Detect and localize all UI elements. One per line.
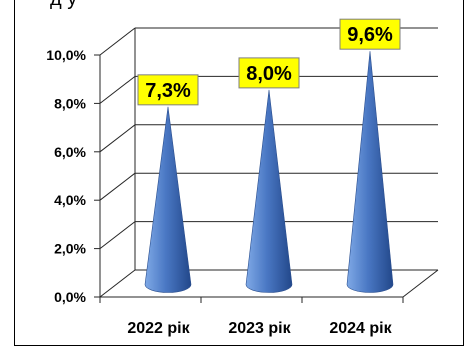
y-axis-tick-labels: 0,0% 2,0% 4,0% 6,0% 8,0% 10,0%	[46, 47, 86, 305]
gridline-diagonal	[99, 172, 136, 201]
gridline-diagonal	[99, 124, 136, 153]
cone-body	[144, 106, 192, 293]
data-label: 8,0%	[238, 57, 300, 89]
cone-body	[245, 89, 293, 293]
data-label-text: 8,0%	[246, 63, 292, 85]
data-label-text: 9,6%	[347, 24, 393, 46]
cone-bar	[245, 89, 293, 293]
data-label-box	[238, 57, 300, 89]
floor-edge	[402, 269, 439, 298]
cone-bar	[346, 51, 394, 293]
y-tick-label: 2,0%	[54, 241, 86, 257]
x-axis-tick-labels: 2022 рік 2023 рік 2024 рік	[127, 320, 392, 337]
axes	[94, 28, 439, 303]
gridline-diagonal	[99, 269, 136, 298]
data-label-box	[339, 18, 401, 50]
x-tick-label: 2023 рік	[228, 320, 291, 337]
cropped-caption-fragment: д у	[14, 0, 464, 12]
y-tick-label: 10,0%	[46, 47, 86, 63]
y-tick-label: 6,0%	[54, 144, 86, 160]
y-tick-label: 8,0%	[54, 95, 86, 111]
cone-body	[346, 51, 394, 293]
data-label: 7,3%	[137, 74, 199, 106]
y-tick-label: 0,0%	[54, 289, 86, 305]
y-tick-label: 4,0%	[54, 192, 86, 208]
data-label-box	[137, 74, 199, 106]
gridline-diagonal	[99, 221, 136, 249]
data-labels: 7,3% 8,0% 9,6%	[137, 18, 401, 106]
data-label-text: 7,3%	[145, 80, 191, 102]
chart-frame	[14, 0, 464, 346]
gridline-diagonal	[99, 27, 136, 56]
gridline-diagonal	[99, 76, 136, 104]
cone-bar	[144, 106, 192, 293]
cones	[144, 51, 394, 293]
x-tick-label: 2024 рік	[329, 320, 392, 337]
x-tick-label: 2022 рік	[127, 320, 190, 337]
data-label: 9,6%	[339, 18, 401, 50]
